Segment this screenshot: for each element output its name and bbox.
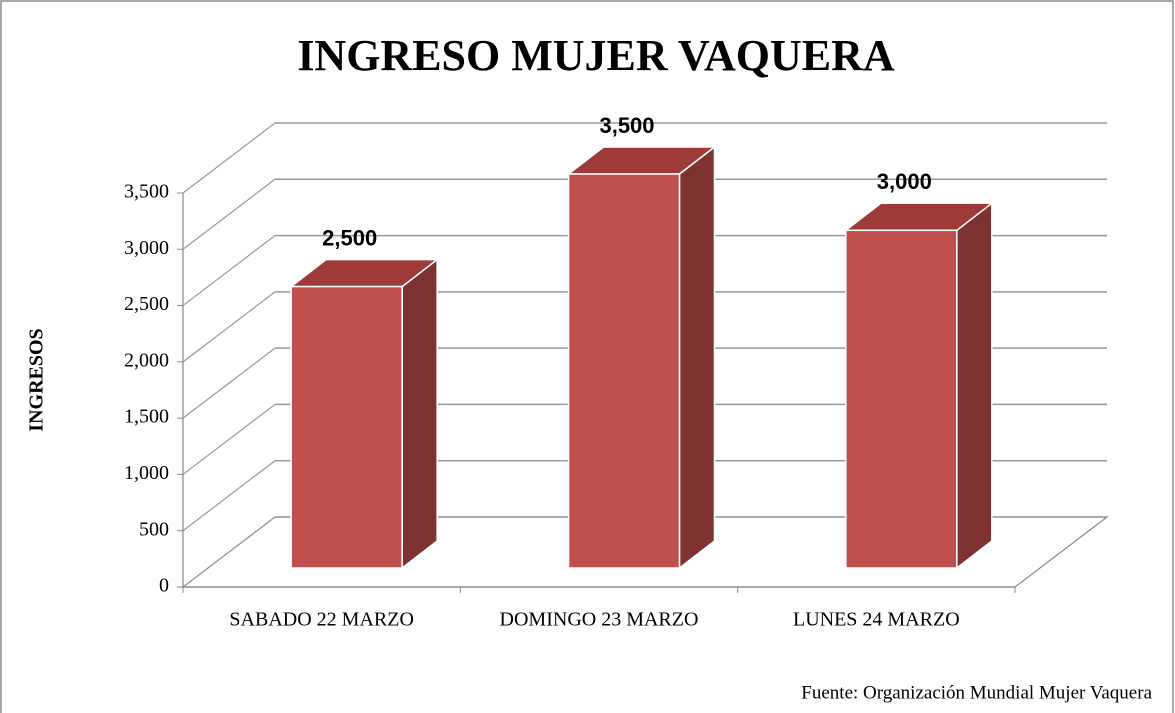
y-tick-label: 2,000: [124, 349, 169, 371]
grid-line: [182, 235, 276, 307]
x-tick-label: LUNES 24 MARZO: [793, 609, 960, 631]
y-tick-label: 3,500: [124, 181, 169, 203]
grid-line: [182, 347, 276, 419]
y-tick-label: 2,500: [124, 293, 169, 315]
x-tick-label: DOMINGO 23 MARZO: [500, 609, 699, 631]
data-label: 3,500: [599, 113, 654, 138]
bar: [290, 285, 403, 569]
bar-side: [401, 258, 438, 570]
source-note: Fuente: Organización Mundial Mujer Vaque…: [801, 682, 1152, 703]
grid-line: [182, 403, 276, 475]
y-axis-label: INGRESOS: [26, 328, 48, 431]
chart-title: INGRESO MUJER VAQUERA: [297, 31, 895, 80]
grid-line: [182, 291, 276, 363]
y-tick-label: 500: [139, 518, 169, 540]
y-tick-label: 1,500: [124, 406, 169, 428]
y-tick-label: 1,000: [124, 462, 169, 484]
bar-side: [678, 145, 716, 570]
grid-line: [182, 122, 276, 194]
grid-line: [182, 178, 276, 250]
grid-line: [182, 516, 276, 588]
bar: [845, 229, 958, 569]
bar-side: [956, 201, 993, 570]
bar: [567, 173, 681, 569]
y-tick-label: 3,000: [124, 237, 169, 259]
x-tick-label: SABADO 22 MARZO: [229, 609, 413, 631]
data-label: 2,500: [322, 225, 377, 250]
data-label: 3,000: [877, 169, 932, 194]
y-tick-label: 0: [159, 575, 169, 597]
grid-line: [182, 460, 276, 532]
